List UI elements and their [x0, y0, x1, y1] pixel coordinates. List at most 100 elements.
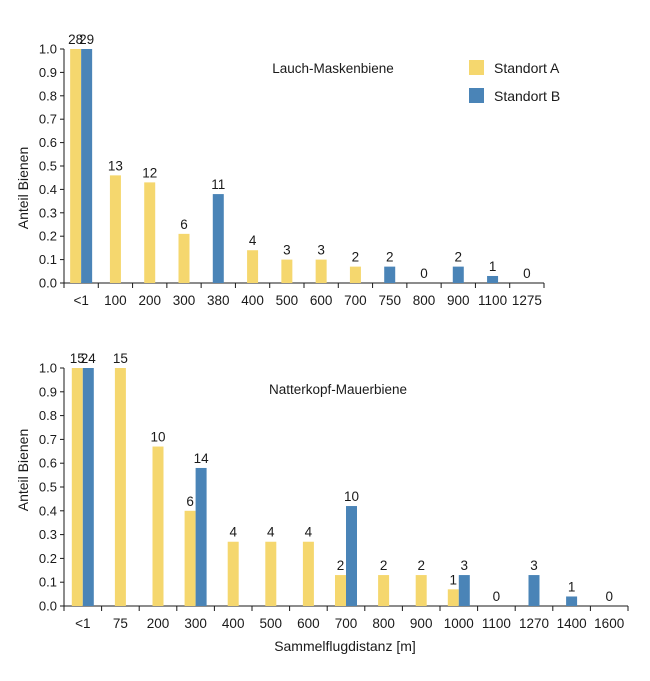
- data-label-standort-a: 2: [380, 558, 388, 573]
- x-tick-label: 400: [241, 293, 264, 308]
- data-label-standort-a: 15: [113, 351, 128, 366]
- data-label-standort-b: 2: [455, 250, 463, 265]
- bar-standort-b: [82, 368, 94, 606]
- x-tick-label: 800: [413, 293, 436, 308]
- data-label-standort-b: 29: [79, 32, 94, 47]
- bar-standort-a: [315, 259, 327, 283]
- data-label-standort-b: 10: [344, 489, 359, 504]
- bar-standort-b: [566, 596, 578, 606]
- x-tick-label: <1: [73, 293, 88, 308]
- bar-standort-a: [178, 233, 190, 283]
- y-axis-title: Anteil Bienen: [15, 147, 31, 230]
- data-label-standort-a: 2: [417, 558, 425, 573]
- data-label-standort-a: 4: [305, 525, 313, 540]
- data-label-standort-a: 13: [108, 158, 123, 173]
- x-tick-label: 600: [310, 293, 333, 308]
- y-tick-label: 0.6: [39, 456, 57, 471]
- legend-label-standort-b: Standort B: [494, 88, 560, 104]
- data-label-standort-a: 6: [186, 494, 194, 509]
- y-tick-label: 0.8: [39, 408, 57, 423]
- y-tick-label: 1.0: [39, 42, 57, 57]
- x-tick-label: 700: [344, 293, 367, 308]
- y-tick-label: 0.3: [39, 527, 57, 542]
- bar-standort-b: [452, 266, 464, 283]
- y-tick-label: 0.6: [39, 135, 57, 150]
- bar-standort-a: [302, 541, 314, 606]
- bar-standort-a: [227, 541, 239, 606]
- bar-standort-a: [114, 368, 126, 606]
- bar-standort-a: [152, 446, 164, 606]
- data-label-standort-b: 0: [493, 589, 501, 604]
- y-tick-label: 0.3: [39, 205, 57, 220]
- y-axis-title: Anteil Bienen: [15, 429, 31, 512]
- bar-standort-a: [335, 575, 346, 606]
- data-label-standort-a: 2: [337, 558, 345, 573]
- bar-standort-a: [184, 510, 196, 606]
- y-tick-label: 0.7: [39, 112, 57, 127]
- x-tick-label: 200: [147, 616, 170, 631]
- data-label-standort-b: 3: [530, 558, 538, 573]
- x-tick-label: 700: [335, 616, 358, 631]
- x-tick-label: 200: [138, 293, 161, 308]
- panel-subtitle: Lauch-Maskenbiene: [272, 61, 394, 76]
- x-tick-label: 75: [113, 616, 128, 631]
- data-label-standort-a: 3: [317, 243, 325, 258]
- x-tick-label: 1000: [444, 616, 474, 631]
- y-tick-label: 0.0: [39, 599, 57, 614]
- x-tick-label: 1400: [557, 616, 587, 631]
- x-tick-label: 400: [222, 616, 245, 631]
- x-tick-label: 380: [207, 293, 230, 308]
- data-label-standort-a: 0: [523, 266, 531, 281]
- y-tick-label: 1.0: [39, 361, 57, 376]
- y-tick-label: 0.9: [39, 384, 57, 399]
- y-tick-label: 0.1: [39, 252, 57, 267]
- x-tick-label: 1275: [512, 293, 542, 308]
- x-tick-label: 900: [410, 616, 433, 631]
- x-tick-label: 800: [372, 616, 395, 631]
- y-tick-label: 0.2: [39, 229, 57, 244]
- bar-standort-b: [81, 49, 93, 283]
- bar-standort-a: [71, 368, 83, 606]
- bar-standort-a: [281, 259, 293, 283]
- legend-swatch-standort-a: [469, 60, 484, 75]
- data-label-standort-a: 4: [249, 233, 257, 248]
- x-tick-label: 1270: [519, 616, 549, 631]
- x-tick-label: 1100: [482, 616, 511, 631]
- bar-standort-a: [265, 541, 277, 606]
- y-tick-label: 0.5: [39, 480, 57, 495]
- y-tick-label: 0.5: [39, 159, 57, 174]
- x-tick-label: 300: [173, 293, 196, 308]
- bar-standort-b: [528, 575, 540, 606]
- panel-subtitle: Natterkopf-Mauerbiene: [269, 382, 407, 397]
- chart-marks: 0.00.10.20.30.40.50.60.70.80.91.0<1 100 20…: [39, 32, 545, 308]
- y-tick-label: 0.2: [39, 551, 57, 566]
- x-tick-label: <1: [75, 616, 90, 631]
- bar-standort-a: [70, 49, 82, 283]
- bar-standort-a: [447, 589, 459, 606]
- bar-standort-a: [109, 175, 121, 283]
- legend: Standort A Standort B: [469, 60, 560, 104]
- data-label-standort-a: 4: [229, 525, 237, 540]
- bar-standort-b: [195, 467, 207, 606]
- data-label-standort-b: 14: [194, 451, 210, 466]
- bar-standort-b: [384, 266, 396, 283]
- bar-standort-b: [346, 506, 357, 606]
- x-tick-label: 100: [104, 293, 127, 308]
- data-label-standort-b: 2: [386, 250, 394, 265]
- x-tick-label: 750: [378, 293, 401, 308]
- bar-standort-a: [349, 266, 361, 283]
- y-tick-label: 0.8: [39, 88, 57, 103]
- bar-standort-b: [458, 575, 470, 606]
- x-tick-label: 300: [184, 616, 207, 631]
- bar-standort-b: [212, 194, 224, 283]
- data-label-standort-a: 15: [70, 351, 85, 366]
- bar-standort-a: [378, 575, 390, 606]
- data-label-standort-a: 10: [150, 430, 165, 445]
- data-label-standort-a: 28: [68, 32, 83, 47]
- legend-swatch-standort-b: [469, 88, 484, 103]
- chart-panel-natterkopf-mauerbiene: Natterkopf-Mauerbiene Anteil Bienen Samm…: [15, 351, 629, 654]
- y-tick-label: 0.9: [39, 65, 57, 80]
- y-tick-label: 0.1: [39, 575, 57, 590]
- x-tick-label: 500: [260, 616, 283, 631]
